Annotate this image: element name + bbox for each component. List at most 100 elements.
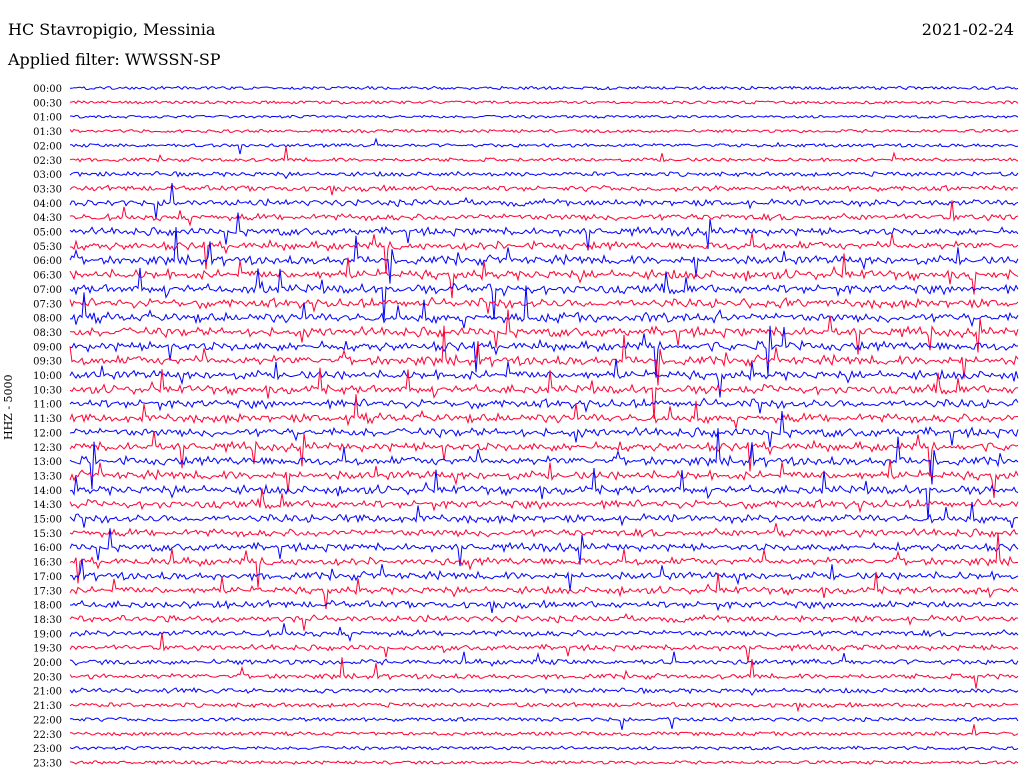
date-label: 2021-02-24	[921, 20, 1014, 39]
tick-label-group: 00:00 00:30 01:00 01:30 02:00 02:30 03:00 03:30…	[33, 84, 62, 769]
row-time-label: 15:00	[33, 515, 62, 526]
row-time-label: 04:30	[33, 213, 62, 224]
trace-row	[69, 459, 1019, 498]
row-time-label: 12:30	[33, 443, 62, 454]
row-time-label: 23:30	[33, 758, 62, 769]
row-time-label: 05:00	[33, 228, 62, 239]
row-time-label: 08:00	[33, 314, 62, 325]
trace-row	[69, 623, 1019, 643]
trace-row	[69, 701, 1019, 713]
row-time-label: 09:30	[33, 357, 62, 368]
trace-row	[69, 212, 1019, 251]
trace-row	[69, 632, 1019, 662]
row-time-label: 22:00	[33, 715, 62, 726]
trace-row	[69, 428, 1019, 490]
row-time-label: 08:30	[33, 328, 62, 339]
row-time-label: 17:30	[33, 586, 62, 597]
trace-row	[69, 325, 1019, 386]
row-time-label: 07:30	[33, 299, 62, 310]
trace-row	[69, 253, 1019, 299]
row-time-label: 03:00	[33, 170, 62, 181]
row-time-label: 23:00	[33, 744, 62, 755]
trace-row	[69, 724, 1019, 737]
row-time-label: 10:30	[33, 385, 62, 396]
trace-row	[69, 227, 1019, 284]
row-time-label: 21:00	[33, 687, 62, 698]
row-time-label: 16:30	[33, 558, 62, 569]
row-time-label: 18:30	[33, 615, 62, 626]
trace-row	[69, 612, 1019, 631]
trace-row	[69, 558, 1019, 592]
trace-row	[69, 411, 1019, 448]
row-time-label: 14:00	[33, 486, 62, 497]
trace-row	[69, 114, 1019, 119]
row-time-label: 11:00	[33, 400, 62, 411]
row-time-label: 02:30	[33, 156, 62, 167]
trace-row	[69, 716, 1019, 730]
row-time-label: 13:00	[33, 457, 62, 468]
row-time-label: 01:00	[33, 113, 62, 124]
row-time-label: 01:30	[33, 127, 62, 138]
row-time-label: 20:00	[33, 658, 62, 669]
row-time-label: 17:00	[33, 572, 62, 583]
trace-row	[69, 523, 1019, 538]
row-time-label: 14:30	[33, 500, 62, 511]
trace-row	[69, 182, 1019, 219]
row-time-label: 03:30	[33, 184, 62, 195]
trace-row	[70, 137, 1019, 155]
row-time-label: 02:00	[33, 141, 62, 152]
trace-row	[69, 651, 1019, 668]
row-time-label: 22:30	[33, 730, 62, 741]
row-time-label: 16:00	[33, 543, 62, 554]
trace-row	[69, 285, 1019, 329]
trace-row	[69, 367, 1019, 419]
trace-row	[69, 146, 1019, 163]
row-time-label: 15:30	[33, 529, 62, 540]
trace-row	[69, 532, 1018, 588]
trace-row	[69, 267, 1019, 321]
row-time-label: 00:00	[33, 84, 62, 95]
trace-row	[69, 128, 1019, 134]
row-time-label: 06:30	[33, 271, 62, 282]
row-time-label: 05:30	[33, 242, 62, 253]
trace-row	[69, 358, 1019, 398]
trace-row	[69, 170, 1019, 180]
trace-group	[69, 85, 1019, 766]
trace-row	[69, 100, 1019, 105]
trace-row	[69, 488, 1019, 514]
row-time-label: 10:00	[33, 371, 62, 382]
trace-row	[69, 431, 1019, 477]
trace-row	[69, 296, 1019, 314]
row-time-label: 18:00	[33, 601, 62, 612]
filter-label: Applied filter: WWSSN-SP	[8, 50, 221, 69]
row-time-label: 11:30	[33, 414, 62, 425]
row-time-label: 04:00	[33, 199, 62, 210]
trace-row	[69, 501, 1019, 529]
row-time-label: 09:00	[33, 342, 62, 353]
trace-row	[69, 599, 1019, 613]
row-time-label: 13:30	[33, 471, 62, 482]
row-time-label: 00:30	[33, 98, 62, 109]
trace-row	[69, 394, 1019, 429]
trace-row	[69, 85, 1019, 91]
trace-row	[69, 528, 1019, 567]
row-time-label: 07:00	[33, 285, 62, 296]
trace-row	[69, 468, 1019, 520]
row-time-label: 21:30	[33, 701, 62, 712]
trace-row	[69, 760, 1019, 766]
trace-row	[69, 571, 1019, 610]
row-time-label: 20:30	[33, 672, 62, 683]
trace-row	[69, 325, 1019, 378]
row-time-label: 19:30	[33, 644, 62, 655]
row-time-label: 19:00	[33, 629, 62, 640]
row-time-label: 06:00	[33, 256, 62, 267]
row-time-label: 12:00	[33, 428, 62, 439]
station-title: HC Stavropigio, Messinia	[8, 20, 216, 39]
trace-row	[69, 745, 1019, 751]
trace-row	[69, 232, 1019, 274]
trace-row	[69, 657, 1019, 689]
trace-row	[69, 200, 1019, 227]
trace-row	[69, 184, 1018, 196]
trace-row	[69, 309, 1019, 355]
